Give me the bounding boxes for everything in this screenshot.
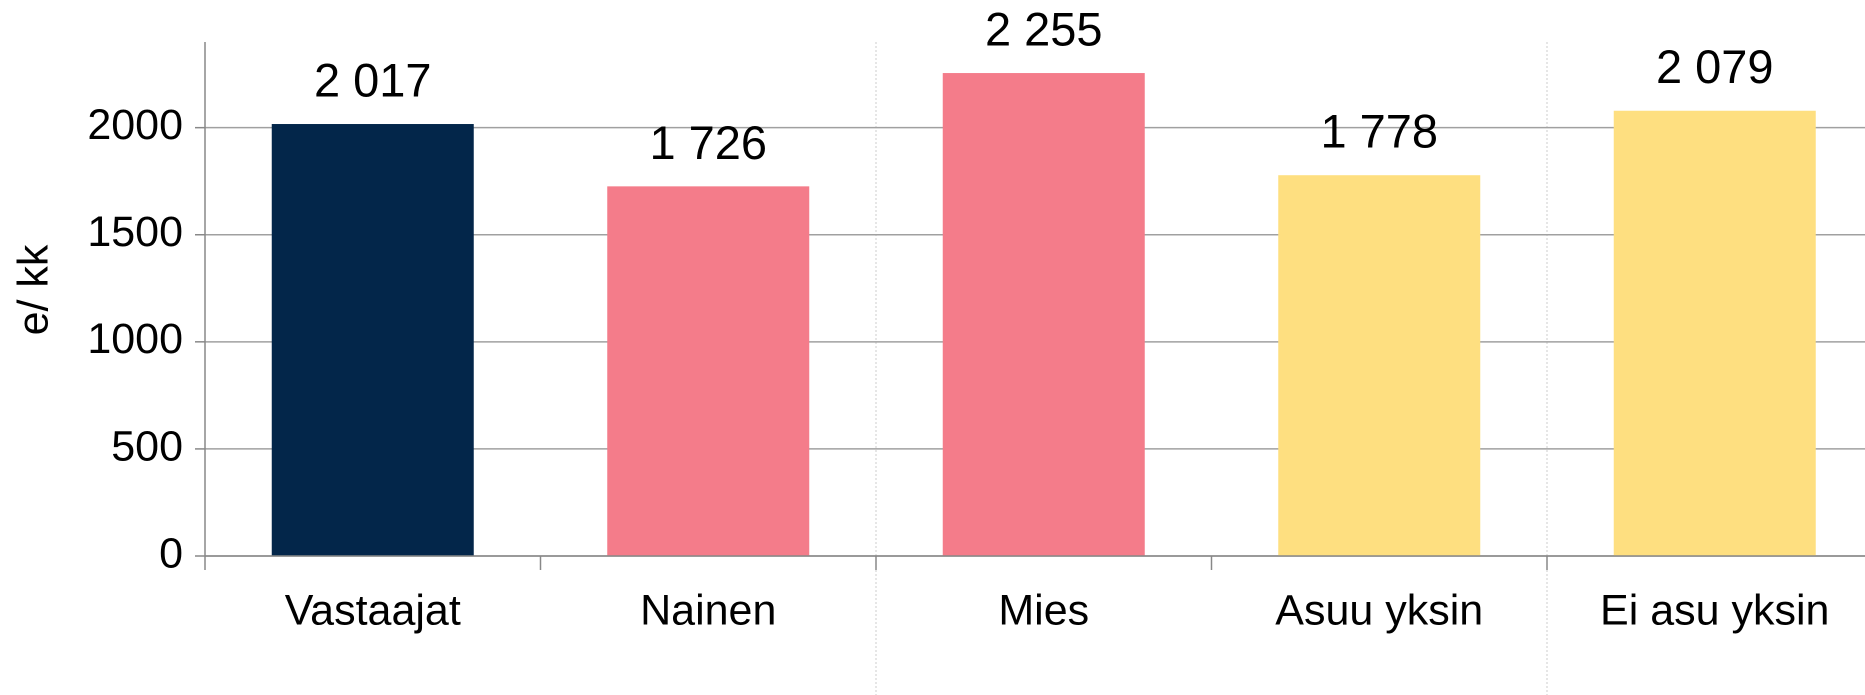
y-tick-label: 2000 — [87, 101, 183, 149]
x-tick-label: Nainen — [640, 586, 776, 634]
value-label: 1 778 — [1320, 105, 1438, 158]
y-tick-label: 1500 — [87, 208, 183, 256]
bar — [942, 73, 1145, 556]
value-label: 2 255 — [985, 2, 1103, 55]
bar — [607, 186, 810, 556]
bar — [271, 124, 474, 557]
bar — [1613, 110, 1816, 556]
y-tick-label: 1000 — [87, 315, 183, 363]
bar — [1278, 175, 1481, 556]
x-tick-label: Ei asu yksin — [1600, 586, 1829, 634]
value-label: 2 017 — [314, 53, 432, 106]
x-tick-label: Vastaajat — [285, 586, 461, 634]
value-label: 1 726 — [649, 116, 767, 169]
y-axis-label: e/ kk — [9, 244, 57, 335]
x-tick-label: Asuu yksin — [1275, 586, 1483, 634]
value-label: 2 079 — [1656, 40, 1774, 93]
y-tick-label: 0 — [159, 529, 183, 577]
y-tick-label: 500 — [111, 422, 183, 470]
x-tick-label: Mies — [998, 586, 1089, 634]
